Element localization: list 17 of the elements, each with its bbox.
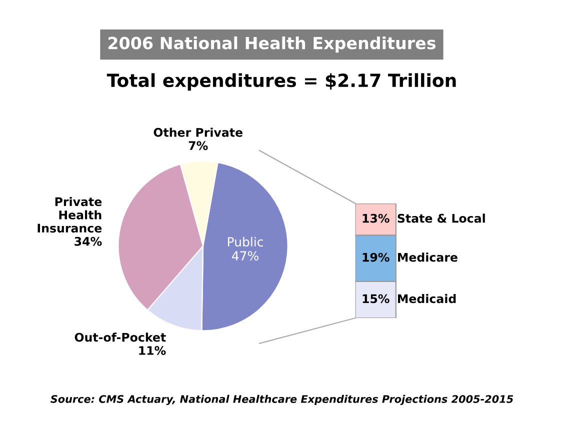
slice-label: Private Health Insurance — [38, 197, 102, 233]
chart-title: 2006 National Health Expenditures — [108, 36, 436, 53]
slice-label: Public — [228, 236, 263, 247]
data-label: 47% — [232, 251, 258, 261]
chart-subtitle: Total expenditures = $2.17 Trillion — [106, 73, 456, 91]
series-label: Medicare — [398, 252, 458, 262]
data-label: 15% — [362, 294, 390, 304]
slice-label: Other Private — [154, 128, 242, 137]
data-label: 7% — [188, 141, 208, 150]
data-label: 11% — [139, 346, 166, 355]
series-label: Medicaid — [398, 294, 456, 304]
data-label: 13% — [362, 214, 390, 223]
series-label: State & Local — [398, 214, 485, 223]
source-note: Source: CMS Actuary, National Healthcare Expenditures Projections 2005-2015 — [50, 394, 514, 406]
data-label: 34% — [74, 236, 102, 246]
data-label: 19% — [362, 252, 390, 262]
slice-label: Out-of-Pocket — [74, 332, 166, 342]
